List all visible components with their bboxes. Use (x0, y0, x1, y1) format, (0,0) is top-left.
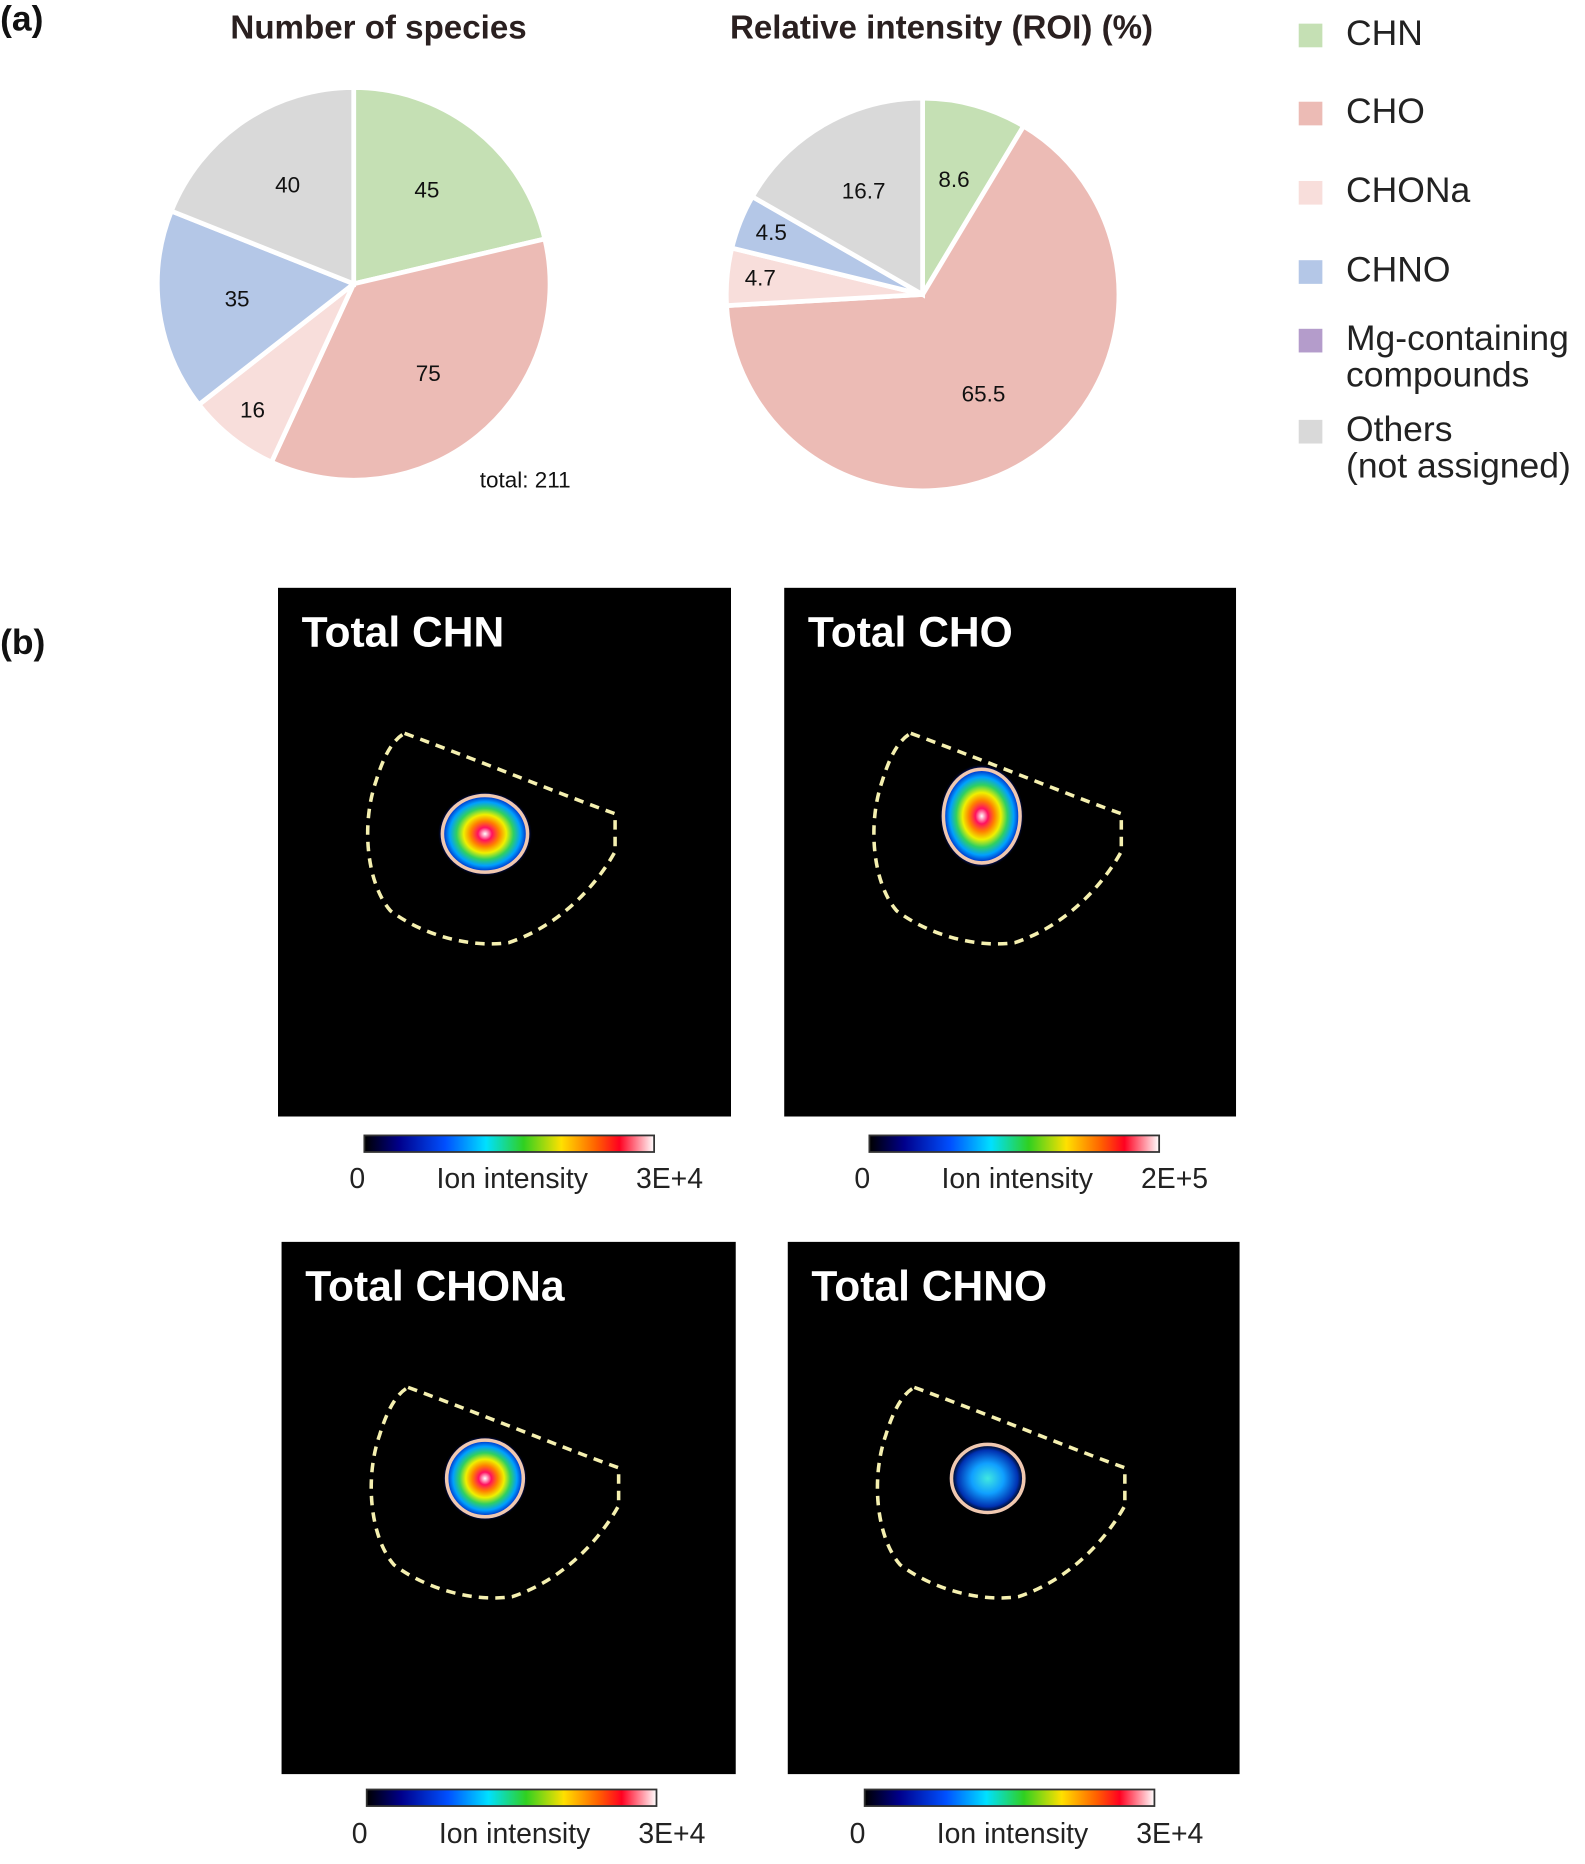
image-panel (787, 1241, 1240, 1775)
panel-title: Total CHO (808, 608, 1013, 656)
pie-slice (749, 95, 925, 299)
colorbar-min: 0 (850, 1818, 866, 1850)
legend-swatch (1298, 23, 1323, 48)
pie-slice (155, 208, 359, 408)
chart-title: Relative intensity (ROI) (%) (730, 9, 1153, 46)
pie-slice (351, 85, 548, 287)
colorbar (863, 1788, 1156, 1807)
data-label: 4.7 (745, 266, 776, 291)
data-label: 8.6 (938, 167, 969, 192)
panel-label: (a) (0, 0, 43, 39)
colorbar-label: Ion intensity (436, 1163, 588, 1195)
data-label: 65.5 (962, 381, 1006, 406)
roi-contour (440, 793, 530, 874)
image-panels: Total CHN 0 Ion intensity 3E+4 Total CHO 0 Ion… (278, 587, 1240, 1850)
legend-label: Others (1346, 409, 1452, 449)
panel-title: Total CHNO (811, 1262, 1047, 1310)
colorbar-min: 0 (854, 1163, 870, 1195)
legend-label: compounds (1346, 355, 1529, 395)
intensity-blob (939, 764, 1025, 869)
pie-slice (268, 236, 553, 483)
data-label: 75 (416, 361, 441, 386)
colorbar-label: Ion intensity (942, 1163, 1094, 1195)
data-label: 35 (225, 286, 250, 311)
roi-contour (941, 767, 1022, 865)
colorbar-label: Ion intensity (937, 1818, 1089, 1850)
colorbar-min: 0 (349, 1163, 365, 1195)
legend-swatch (1298, 101, 1323, 126)
panel-title: Total CHN (302, 608, 505, 656)
data-label: 16 (240, 398, 265, 423)
colorbar-min: 0 (352, 1818, 368, 1850)
data-label: 4.5 (756, 220, 787, 245)
panel-title: Total CHONa (305, 1262, 565, 1310)
legend-swatch (1298, 260, 1323, 284)
legend-label: CHONa (1346, 170, 1470, 210)
colorbar-label: Ion intensity (439, 1818, 591, 1850)
legend-label: CHN (1346, 13, 1423, 53)
pie-slice (724, 122, 1122, 494)
data-label: 16.7 (842, 178, 886, 203)
legend-label: CHNO (1346, 249, 1450, 289)
colorbar-max: 3E+4 (636, 1163, 703, 1195)
intensity-blob (947, 1440, 1028, 1517)
annotation: total: 211 (480, 467, 571, 492)
pie-slice (168, 85, 357, 288)
legend-swatch (1298, 419, 1323, 444)
intensity-blob (442, 1435, 528, 1522)
data-label: 40 (275, 172, 300, 197)
colorbar-max: 2E+5 (1141, 1163, 1208, 1195)
colorbar (363, 1134, 656, 1153)
colorbar (868, 1134, 1161, 1153)
legend-label: (not assigned) (1346, 446, 1571, 486)
intensity-blob (437, 791, 533, 877)
colorbar-max: 3E+4 (1136, 1818, 1203, 1850)
legend-swatch (1298, 180, 1323, 205)
legend-swatch (1298, 328, 1323, 353)
legend-label: Mg-containing (1346, 318, 1569, 358)
roi-contour (949, 1442, 1026, 1515)
legend-label: CHO (1346, 91, 1425, 131)
data-label: 45 (414, 177, 439, 202)
colorbar-max: 3E+4 (638, 1818, 705, 1850)
chart-title: Number of species (230, 9, 526, 46)
pie-slice (920, 95, 1027, 304)
panel-label: (b) (0, 622, 45, 662)
roi-contour (444, 1438, 526, 1519)
colorbar (365, 1788, 658, 1807)
